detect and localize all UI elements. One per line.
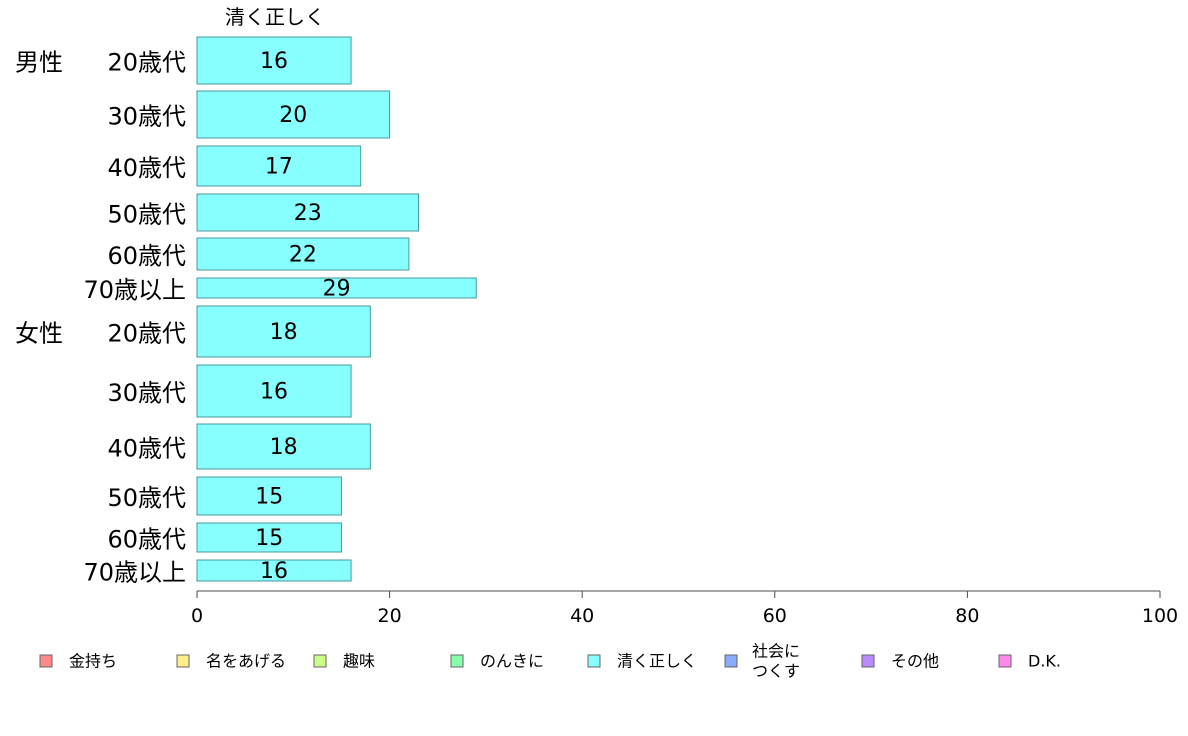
group-label: 女性 <box>15 320 63 348</box>
legend-label: 清く正しく <box>617 652 697 671</box>
bar-value-label: 29 <box>323 277 351 302</box>
legend-label: のんきに <box>480 652 544 671</box>
legend-swatch <box>587 654 601 668</box>
legend-label: その他 <box>891 652 939 671</box>
bar-female-1 <box>196 364 352 418</box>
bar-value-label: 18 <box>270 320 298 345</box>
group-label: 男性 <box>15 49 63 77</box>
legend-swatch <box>724 654 738 668</box>
row-label: 50歳代 <box>107 201 186 229</box>
legend-label: 名をあげる <box>206 652 286 671</box>
bar-value-label: 16 <box>260 559 288 584</box>
bar-female-4 <box>196 522 342 553</box>
legend-swatch <box>176 654 190 668</box>
bar-value-label: 16 <box>260 49 288 74</box>
row-label: 40歳代 <box>107 435 186 463</box>
bar-value-label: 15 <box>255 526 283 551</box>
row-label: 20歳代 <box>107 320 186 348</box>
bar-value-label: 17 <box>265 155 293 180</box>
legend-label: つくす <box>752 662 800 681</box>
bar-value-label: 22 <box>289 243 317 268</box>
row-label: 30歳代 <box>107 379 186 407</box>
legend-swatch <box>998 654 1012 668</box>
row-label: 60歳代 <box>107 242 186 270</box>
bar-female-5 <box>196 559 352 582</box>
legend-swatch <box>39 654 53 668</box>
bar-male-0 <box>196 36 352 85</box>
bar-male-3 <box>196 193 419 232</box>
bar-value-label: 15 <box>255 485 283 510</box>
legend-swatch <box>313 654 327 668</box>
x-axis: 0 20 40 60 80 100 <box>191 590 1178 627</box>
bar-value-label: 20 <box>279 103 307 128</box>
legend-label: 社会に <box>752 642 800 661</box>
bar-value-label: 16 <box>260 380 288 405</box>
x-tick-label: 80 <box>955 605 979 627</box>
bar-female-2 <box>196 423 371 470</box>
bar-female-3 <box>196 476 342 516</box>
bar-male-1 <box>196 90 391 139</box>
bar-female-0 <box>196 305 371 358</box>
bars-layer: 16 20歳代 男性 20 30歳代 17 40歳代 23 50歳代 22 60歳代 29 70歳以上 1… <box>15 36 477 587</box>
legend-label: D.K. <box>1028 652 1061 671</box>
row-label: 60歳代 <box>107 526 186 554</box>
row-label: 50歳代 <box>107 484 186 512</box>
x-tick-label: 20 <box>378 605 402 627</box>
x-tick-label: 0 <box>191 605 203 627</box>
x-tick-label: 40 <box>570 605 594 627</box>
bar-value-label: 23 <box>294 201 322 226</box>
bar-value-label: 18 <box>270 435 298 460</box>
bar-male-2 <box>196 145 362 187</box>
row-label: 30歳代 <box>107 103 186 131</box>
row-label: 20歳代 <box>107 49 186 77</box>
legend-swatch <box>861 654 875 668</box>
row-label: 70歳以上 <box>83 559 186 587</box>
row-label: 40歳代 <box>107 154 186 182</box>
legend-swatch <box>450 654 464 668</box>
x-tick-label: 100 <box>1142 605 1178 627</box>
bar-male-5 <box>196 277 477 299</box>
legend-label: 金持ち <box>69 652 117 671</box>
bar-male-4 <box>196 237 410 271</box>
row-label: 70歳以上 <box>83 276 186 304</box>
x-tick-label: 60 <box>763 605 787 627</box>
legend-label: 趣味 <box>343 652 375 671</box>
series-header: 清く正しく <box>225 5 325 29</box>
